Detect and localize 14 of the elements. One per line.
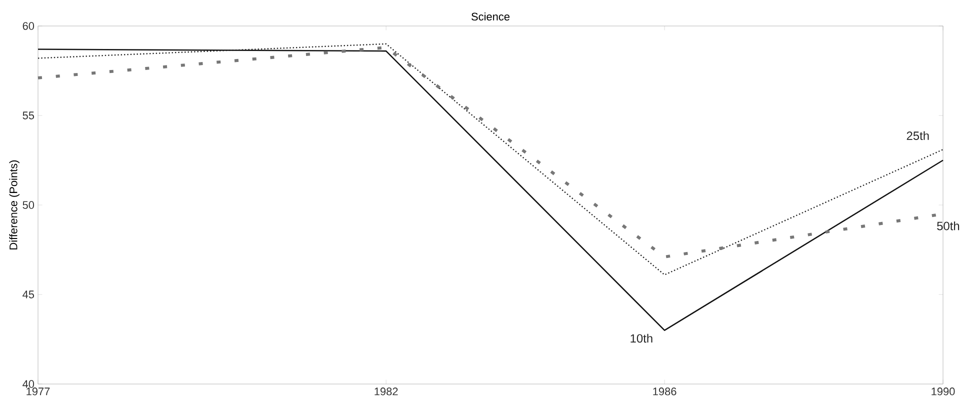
x-tick-label: 1977 (26, 388, 50, 396)
x-tick-label: 1986 (653, 388, 676, 396)
x-tick-label: 1982 (374, 388, 398, 396)
y-tick-label: 60 (22, 22, 34, 30)
y-tick-label: 45 (22, 290, 34, 298)
x-tick-label: 1990 (932, 388, 955, 396)
series-label: 10th (630, 334, 652, 343)
y-tick-label: 40 (22, 380, 34, 388)
y-tick-label: 50 (22, 201, 34, 209)
series-label: 25th (906, 131, 929, 140)
chart-title: Science (472, 12, 510, 20)
series-label: 50th (937, 221, 960, 230)
y-axis-title: Difference (Points) (9, 160, 20, 250)
y-tick-label: 55 (22, 112, 34, 120)
